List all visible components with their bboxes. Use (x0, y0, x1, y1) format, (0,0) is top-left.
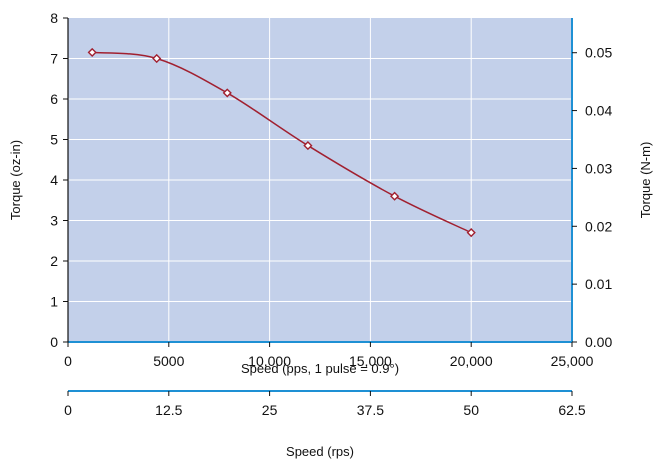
y-tick-label: 3 (50, 213, 58, 229)
x-tick-label: 15,000 (349, 353, 392, 369)
series (87, 47, 476, 238)
data-point-marker (152, 53, 162, 64)
y-tick-label: 0 (50, 334, 58, 350)
x2-tick-label: 50 (463, 402, 479, 418)
data-point-marker (303, 140, 313, 151)
y2-tick-label: 0.00 (585, 334, 612, 350)
x-tick-label: 5000 (153, 353, 184, 369)
y2-tick-label: 0.03 (585, 160, 612, 176)
x2-tick-label: 0 (64, 402, 72, 418)
x2-tick-label: 37.5 (357, 402, 384, 418)
y2-tick-label: 0.02 (585, 218, 612, 234)
x-tick-label: 10,000 (248, 353, 291, 369)
y2-tick-label: 0.04 (585, 103, 612, 119)
x-tick-label: 25,000 (551, 353, 594, 369)
x-tick-label: 20,000 (450, 353, 493, 369)
y2-tick-label: 0.01 (585, 276, 612, 292)
y-tick-label: 8 (50, 10, 58, 26)
axes (63, 17, 577, 396)
y2-tick-label: 0.05 (585, 45, 612, 61)
data-point-marker (466, 228, 476, 238)
data-point-marker (390, 191, 400, 201)
y-tick-label: 4 (50, 172, 58, 188)
y-tick-label: 7 (50, 51, 58, 67)
x-axis-title: Speed (pps, 1 pulse = 0.9°) (241, 361, 399, 376)
data-point-marker (222, 88, 232, 98)
y2-axis-title: Torque (N-m) (638, 142, 653, 219)
y-tick-label: 5 (50, 132, 58, 148)
data-point-marker (87, 47, 97, 58)
y-tick-label: 1 (50, 294, 58, 310)
x2-tick-label: 12.5 (155, 402, 182, 418)
x-tick-label: 0 (64, 353, 72, 369)
y-tick-label: 6 (50, 91, 58, 107)
x2-tick-label: 62.5 (558, 402, 585, 418)
tick-labels: 0 1 2 3 4 5 6 7 8 0.00 0.01 0.02 0.03 0.04 0.05 0 5000 10… (50, 10, 612, 418)
grid (68, 18, 572, 342)
y-axis-title: Torque (oz-in) (8, 140, 23, 220)
y-tick-label: 2 (50, 253, 58, 269)
x2-axis-title: Speed (rps) (286, 444, 354, 459)
x2-tick-label: 25 (262, 402, 278, 418)
